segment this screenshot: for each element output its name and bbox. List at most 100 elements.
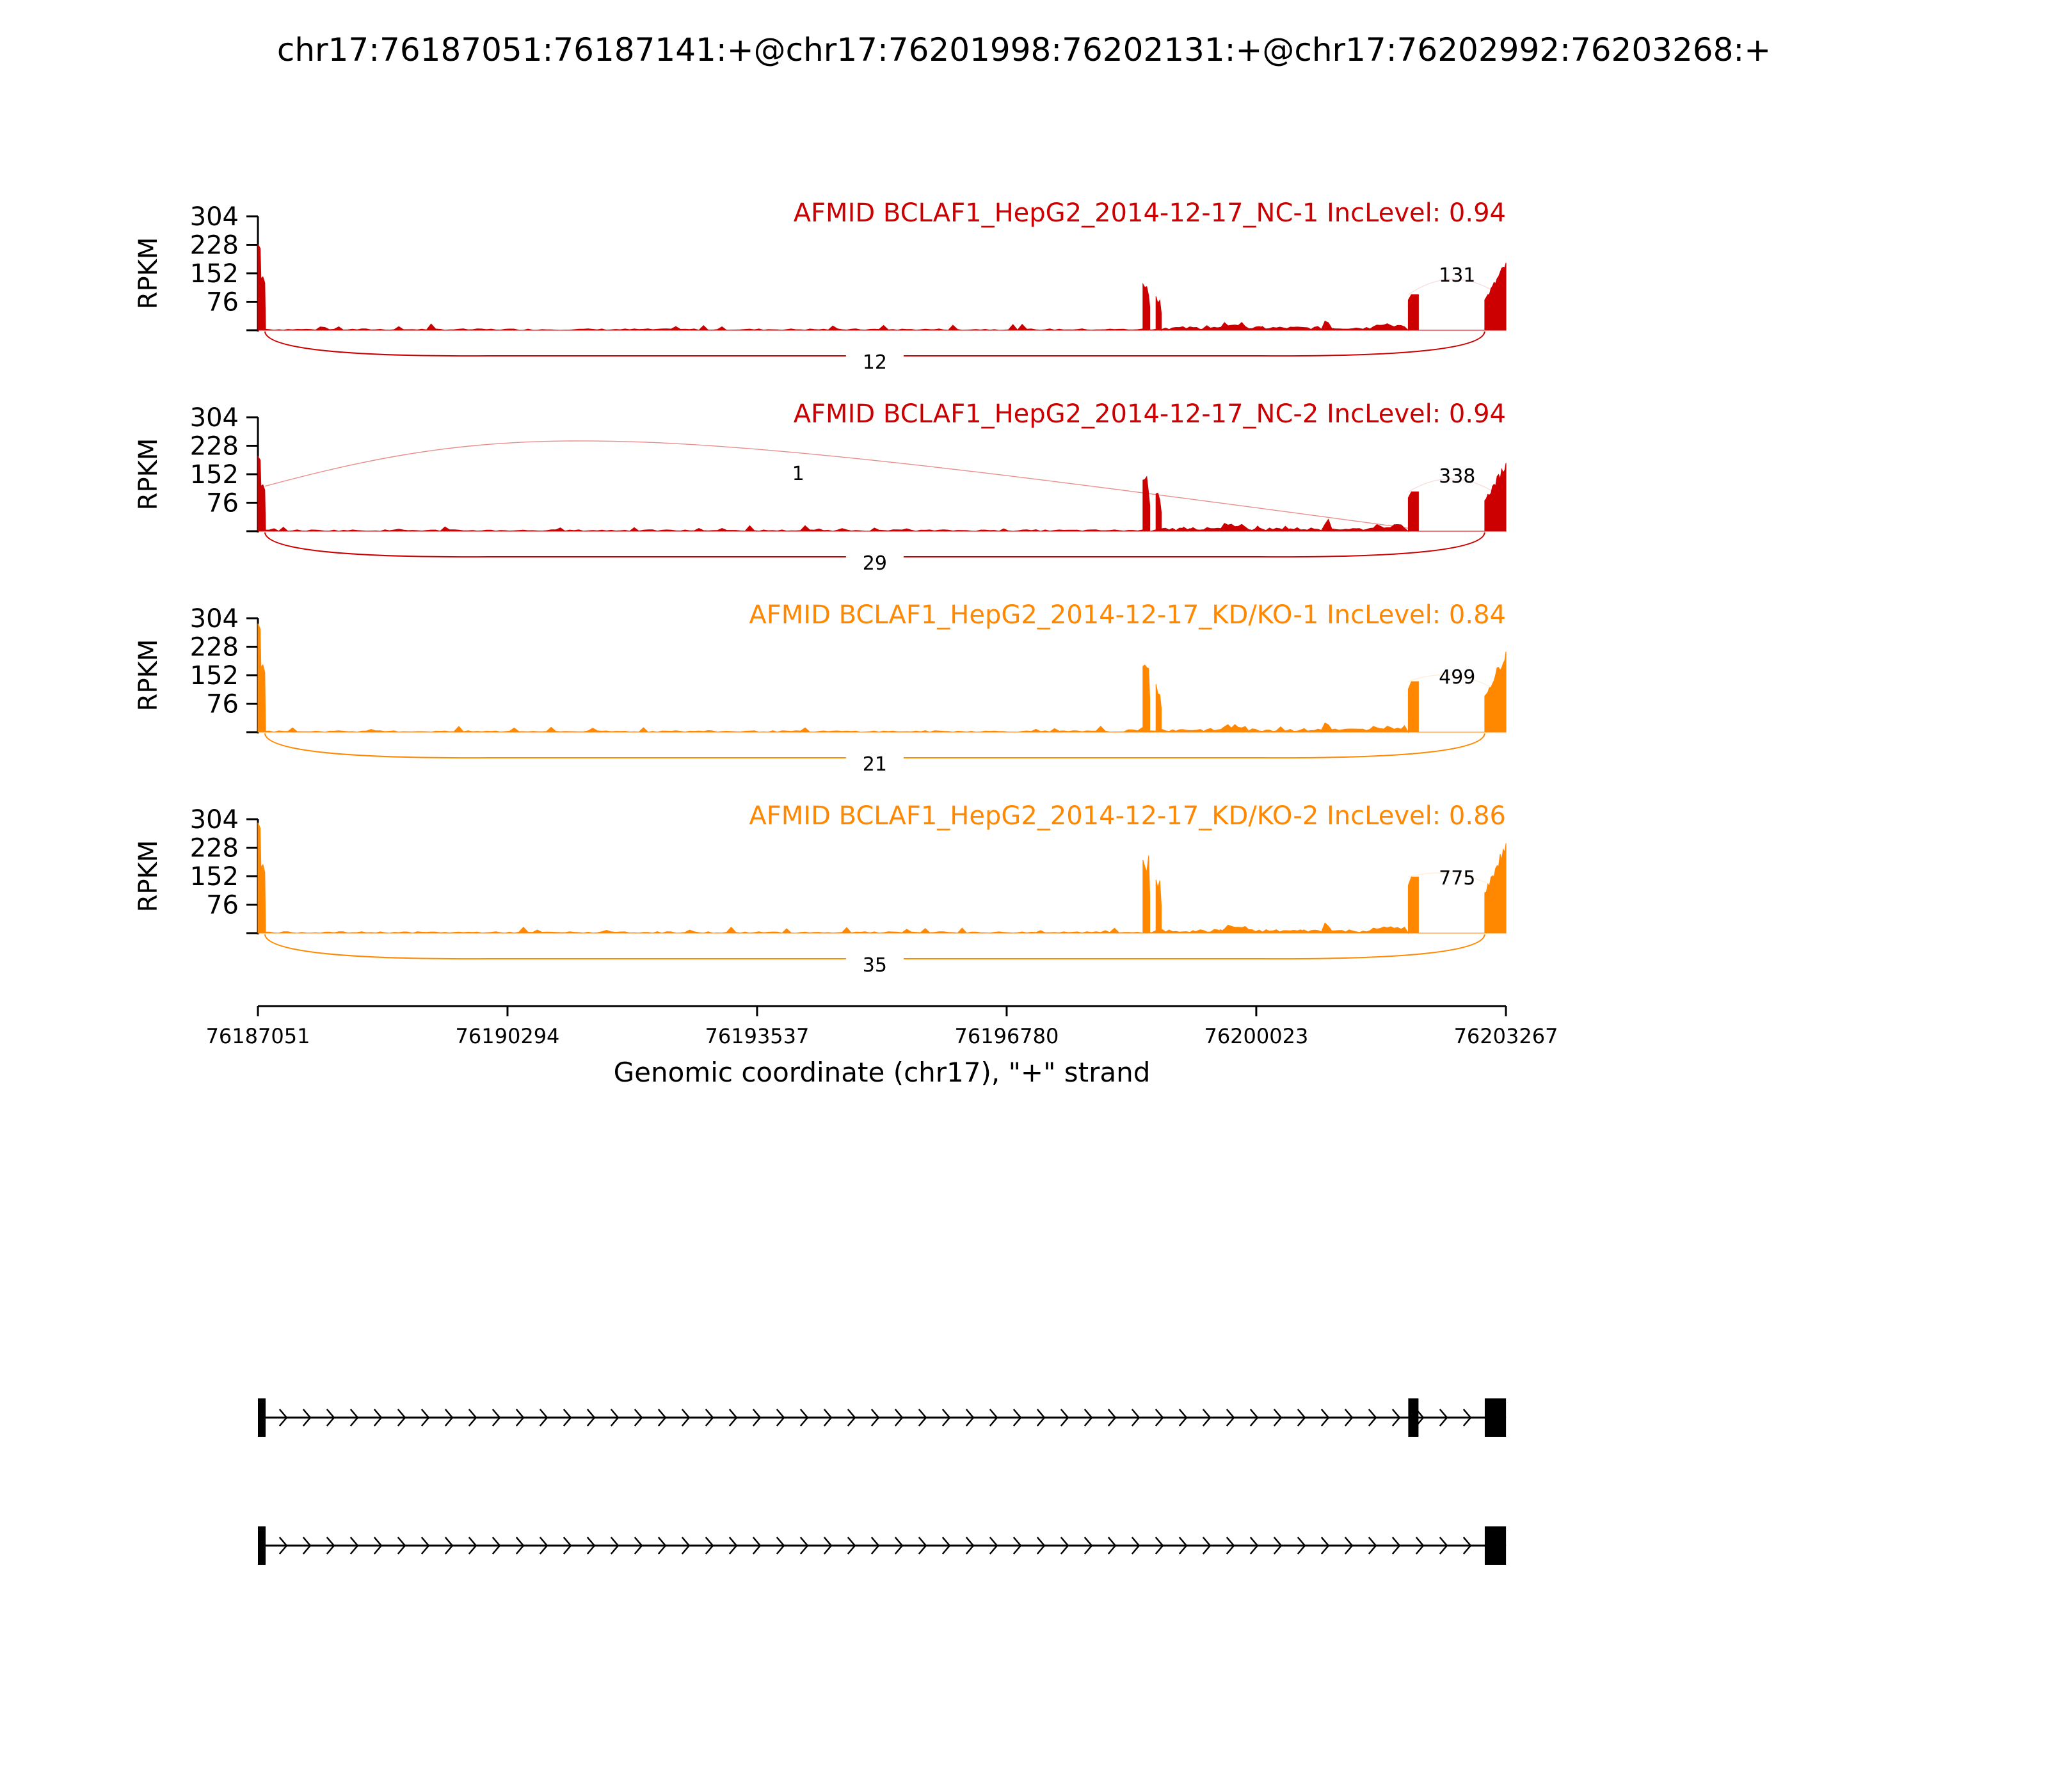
junction-count-label: 12 bbox=[863, 351, 887, 374]
strand-arrow bbox=[420, 1409, 430, 1427]
junction-label-bg bbox=[845, 754, 904, 777]
strand-arrow bbox=[444, 1537, 454, 1555]
strand-arrow bbox=[349, 1409, 359, 1427]
strand-arrow bbox=[941, 1409, 951, 1427]
strand-arrow bbox=[1368, 1409, 1377, 1427]
strand-arrow bbox=[302, 1409, 312, 1427]
strand-arrow bbox=[1155, 1409, 1164, 1427]
strand-arrow bbox=[1297, 1537, 1306, 1555]
strand-arrow bbox=[941, 1537, 951, 1555]
exon-block-exon1 bbox=[258, 1526, 266, 1565]
strand-arrow bbox=[1226, 1537, 1235, 1555]
y-axis-label: RPKM bbox=[134, 237, 163, 310]
strand-arrow bbox=[1131, 1537, 1140, 1555]
strand-arrow bbox=[752, 1409, 762, 1427]
strand-arrow bbox=[728, 1537, 738, 1555]
y-tick-label: 304 bbox=[190, 403, 239, 433]
strand-arrow bbox=[349, 1537, 359, 1555]
y-tick-label: 228 bbox=[190, 633, 239, 662]
strand-arrow bbox=[1036, 1537, 1046, 1555]
y-tick-label: 304 bbox=[190, 604, 239, 634]
coverage-area bbox=[257, 244, 1507, 332]
strand-arrow bbox=[1415, 1537, 1425, 1555]
y-tick-label: 228 bbox=[190, 432, 239, 461]
y-tick-label: 152 bbox=[190, 862, 239, 892]
y-tick-label: 76 bbox=[206, 288, 239, 317]
strand-arrow bbox=[1320, 1409, 1330, 1427]
junction-arc bbox=[1408, 478, 1507, 501]
strand-arrow bbox=[1060, 1537, 1069, 1555]
strand-arrow bbox=[918, 1537, 927, 1555]
strand-arrow bbox=[563, 1537, 572, 1555]
coverage-area bbox=[257, 623, 1507, 733]
strand-arrow bbox=[539, 1537, 548, 1555]
y-tick-label: 76 bbox=[206, 690, 239, 719]
strand-arrow bbox=[373, 1537, 383, 1555]
strand-arrow bbox=[1060, 1409, 1069, 1427]
junction-count-label: 29 bbox=[863, 552, 887, 575]
strand-arrow bbox=[610, 1409, 620, 1427]
strand-arrow bbox=[1297, 1409, 1306, 1427]
strand-arrow bbox=[799, 1409, 809, 1427]
strand-arrow bbox=[847, 1537, 856, 1555]
junction-count-label: 338 bbox=[1439, 465, 1475, 488]
strand-arrow bbox=[468, 1537, 477, 1555]
strand-arrow bbox=[1084, 1537, 1093, 1555]
strand-arrow bbox=[1084, 1409, 1093, 1427]
strand-arrow bbox=[539, 1409, 548, 1427]
strand-arrow bbox=[1012, 1537, 1022, 1555]
strand-arrow bbox=[870, 1409, 880, 1427]
strand-arrow bbox=[586, 1537, 596, 1555]
strand-arrow bbox=[278, 1537, 288, 1555]
strand-arrow bbox=[776, 1537, 785, 1555]
strand-arrow bbox=[1415, 1409, 1425, 1427]
strand-arrow bbox=[634, 1409, 643, 1427]
exon-block-exon1 bbox=[258, 1398, 266, 1437]
x-tick-label: 76193537 bbox=[705, 1024, 810, 1048]
strand-arrow bbox=[1320, 1537, 1330, 1555]
strand-arrow bbox=[776, 1409, 785, 1427]
junction-count-label: 21 bbox=[863, 753, 887, 776]
strand-arrow bbox=[1462, 1537, 1472, 1555]
junction-label-bg bbox=[845, 352, 904, 375]
strand-arrow bbox=[1391, 1537, 1401, 1555]
strand-arrow bbox=[1178, 1537, 1188, 1555]
strand-arrow bbox=[894, 1409, 904, 1427]
strand-arrow bbox=[1439, 1409, 1448, 1427]
strand-arrow bbox=[918, 1409, 927, 1427]
junction-arc bbox=[1408, 674, 1507, 696]
sample-title: AFMID BCLAF1_HepG2_2014-12-17_KD/KO-1 In… bbox=[749, 600, 1506, 630]
junction-label-bg bbox=[845, 553, 904, 576]
strand-arrow bbox=[586, 1409, 596, 1427]
strand-arrow bbox=[397, 1409, 406, 1427]
y-tick-label: 228 bbox=[190, 834, 239, 863]
strand-arrow bbox=[515, 1409, 525, 1427]
strand-arrow bbox=[610, 1537, 620, 1555]
strand-arrow bbox=[1155, 1537, 1164, 1555]
figure-title: chr17:76187051:76187141:+@chr17:76201998… bbox=[277, 31, 1771, 68]
junction-count-label: 775 bbox=[1439, 867, 1475, 890]
strand-arrow bbox=[1202, 1537, 1212, 1555]
isoform-skipping bbox=[258, 1526, 1507, 1565]
strand-arrow bbox=[326, 1537, 335, 1555]
x-tick-label: 76200023 bbox=[1204, 1024, 1308, 1048]
strand-arrow bbox=[492, 1409, 501, 1427]
strand-arrow bbox=[1131, 1409, 1140, 1427]
strand-arrow bbox=[1273, 1537, 1283, 1555]
y-axis-label: RPKM bbox=[134, 639, 163, 712]
strand-arrow bbox=[823, 1409, 833, 1427]
strand-arrow bbox=[989, 1409, 998, 1427]
strand-arrow bbox=[705, 1537, 714, 1555]
strand-arrow bbox=[634, 1537, 643, 1555]
strand-arrow bbox=[1202, 1409, 1212, 1427]
y-axis-label: RPKM bbox=[134, 840, 163, 913]
y-tick-label: 76 bbox=[206, 891, 239, 920]
junction-count-label: 1 bbox=[792, 463, 804, 485]
isoform-inclusion bbox=[258, 1398, 1507, 1437]
strand-arrow bbox=[1249, 1409, 1259, 1427]
coverage-area bbox=[257, 822, 1507, 934]
strand-arrow bbox=[1391, 1409, 1401, 1427]
